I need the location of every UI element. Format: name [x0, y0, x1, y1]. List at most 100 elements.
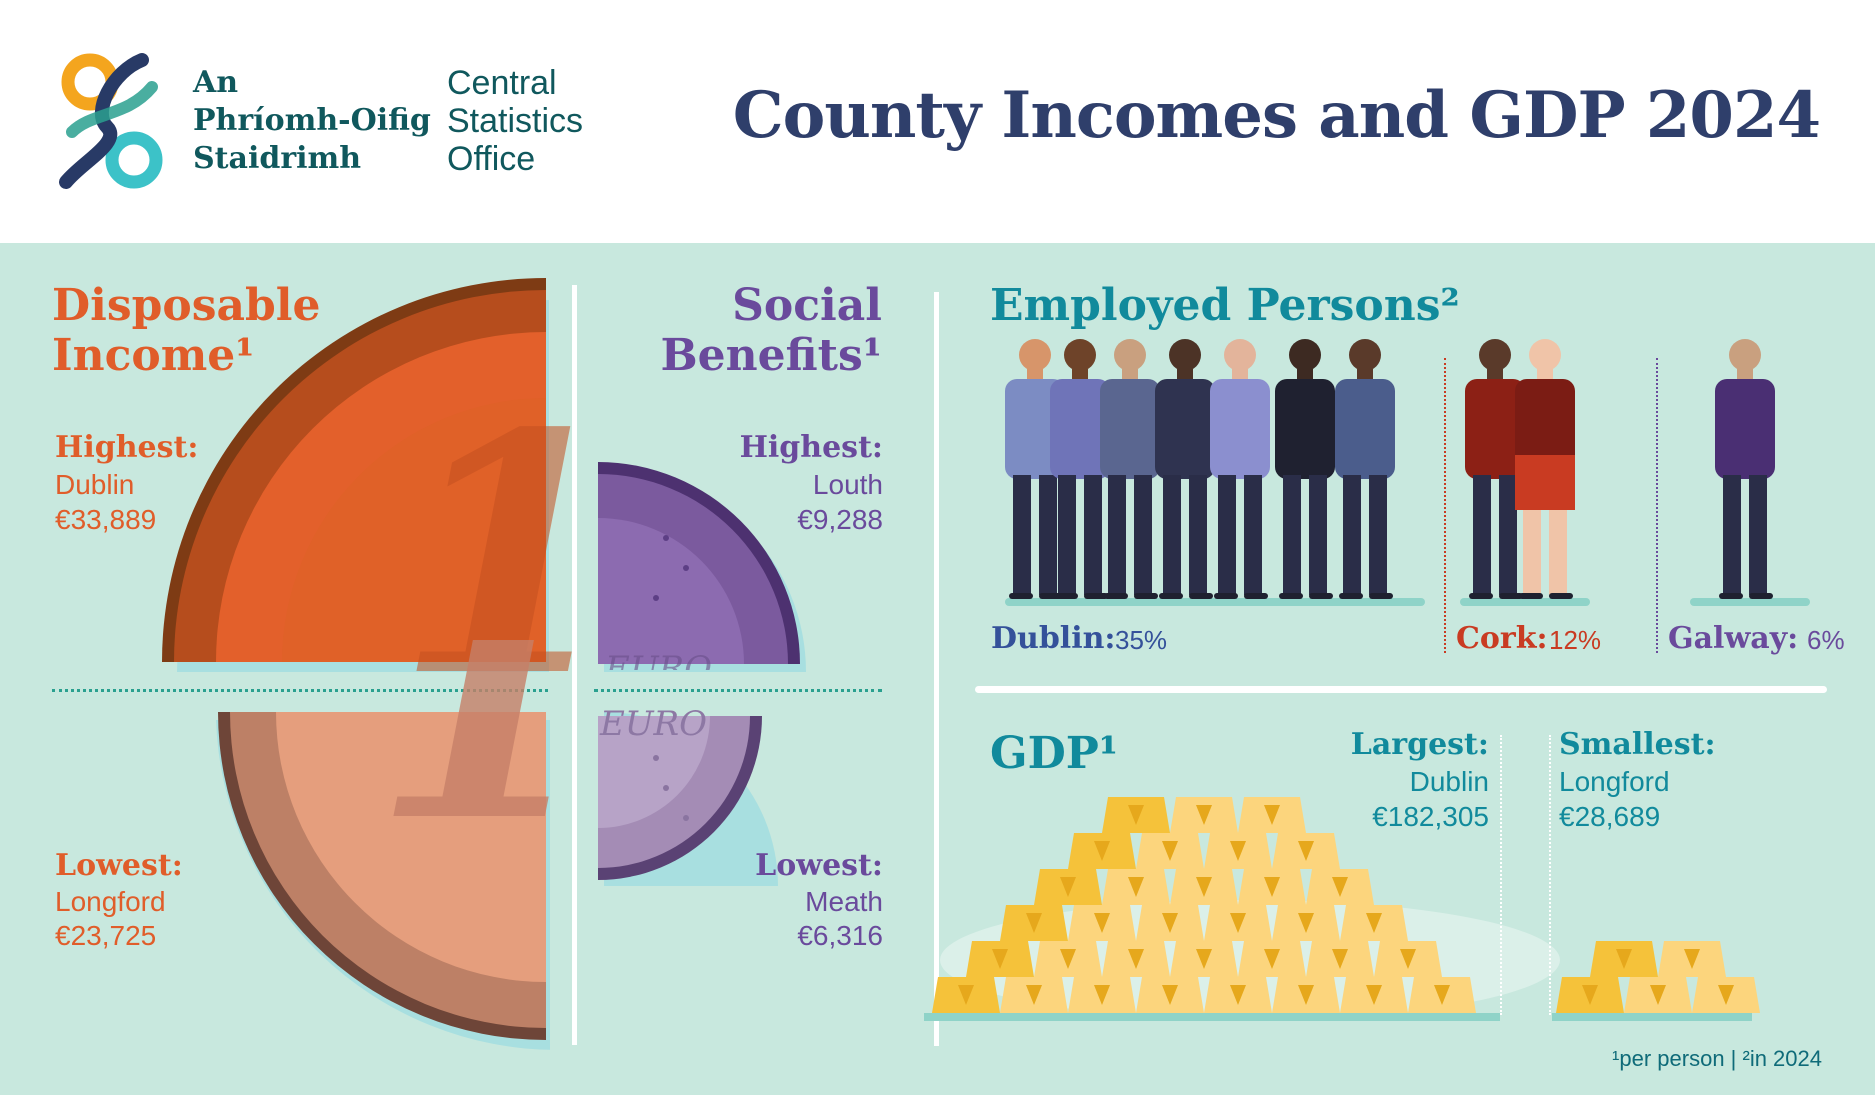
gold-bar	[1238, 797, 1306, 833]
coin-numeral-top: 1	[395, 361, 625, 749]
gdp-largest-value: €182,305	[1372, 801, 1489, 832]
gold-bar	[1658, 941, 1726, 977]
person-figure	[1050, 339, 1110, 599]
gold-bar	[1034, 869, 1102, 905]
gold-bar	[1170, 869, 1238, 905]
dotted-divider-benefits	[594, 689, 882, 692]
disposable-highest-county: Dublin	[55, 469, 135, 500]
dotted-divider-galway	[1656, 358, 1658, 653]
gold-bar	[1340, 977, 1408, 1013]
gold-bar	[966, 941, 1034, 977]
coin-euro-text-bottom: EURO	[600, 704, 707, 744]
gdp-title: GDP¹	[990, 728, 1119, 779]
gold-bar	[1204, 977, 1272, 1013]
gold-bar	[1272, 833, 1340, 869]
gold-bar	[1136, 905, 1204, 941]
employed-persons-title: Employed Persons²	[990, 280, 1460, 331]
gold-bar	[1034, 941, 1102, 977]
logo-irish-line: Phríomh-Oifig	[193, 103, 431, 138]
employed-galway-label: Galway:	[1668, 621, 1799, 656]
benefits-lowest-county: Meath	[805, 886, 883, 917]
employed-dublin-value: 35%	[1115, 625, 1168, 655]
benefits-lowest-value: €6,316	[797, 920, 883, 951]
cso-logo-icon	[59, 53, 163, 189]
logo-english-line: Office	[447, 140, 536, 178]
dotted-divider-cork	[1444, 358, 1446, 653]
person-figure	[1100, 339, 1160, 599]
gold-bar	[1204, 905, 1272, 941]
person-figure	[1275, 339, 1335, 599]
benefits-lowest-label: Lowest:	[755, 848, 883, 883]
benefits-highest-value: €9,288	[797, 504, 883, 535]
gold-bar	[1238, 869, 1306, 905]
disposable-income-title-line2: Income¹	[52, 330, 255, 381]
gold-bar	[1170, 941, 1238, 977]
gold-bar	[1170, 797, 1238, 833]
person-figure	[1210, 339, 1270, 599]
disposable-highest-value: €33,889	[55, 504, 157, 535]
divider-vertical-income	[572, 285, 577, 1045]
disposable-lowest-county: Longford	[55, 886, 166, 917]
people-figures-icon	[1005, 339, 1810, 606]
gold-bar	[1624, 977, 1692, 1013]
gold-bar	[1000, 905, 1068, 941]
gold-bar	[1306, 941, 1374, 977]
disposable-lowest-label: Lowest:	[55, 848, 183, 883]
divider-vertical-main	[934, 292, 939, 1046]
gold-bar	[1068, 905, 1136, 941]
gold-bar	[1068, 977, 1136, 1013]
gold-bar	[932, 977, 1000, 1013]
dotted-divider-gdp-small	[1549, 735, 1551, 1015]
gdp-largest-county: Dublin	[1409, 766, 1489, 797]
gold-bar	[1068, 833, 1136, 869]
disposable-income-title-line1: Disposable	[52, 280, 321, 331]
gold-bar	[1408, 977, 1476, 1013]
gold-bars-icon	[924, 797, 1760, 1021]
coin-disposable-income-icon	[162, 270, 560, 1050]
logo-irish-line: Staidrimh	[193, 141, 362, 176]
page-title: County Incomes and GDP 2024	[732, 78, 1821, 153]
logo-english-line: Central	[447, 64, 557, 102]
coin-euro-text-top: EURO	[605, 649, 712, 670]
gold-bar	[1102, 941, 1170, 977]
gdp-largest-label: Largest:	[1350, 727, 1489, 762]
dotted-divider-gdp	[1500, 735, 1502, 1015]
benefits-highest-label: Highest:	[739, 430, 883, 465]
gold-bar	[1136, 977, 1204, 1013]
header: An Phríomh-Oifig Staidrimh Central Stati…	[0, 0, 1875, 243]
gold-bar	[1692, 977, 1760, 1013]
person-figure	[1465, 339, 1525, 599]
employed-cork-value: 12%	[1549, 625, 1602, 655]
employed-galway-value: 6%	[1807, 625, 1845, 655]
social-benefits-title-line2: Benefits¹	[660, 330, 882, 381]
disposable-highest-label: Highest:	[55, 430, 199, 465]
gold-bar	[1590, 941, 1658, 977]
coin-social-benefits-icon	[598, 462, 806, 886]
gdp-smallest-county: Longford	[1559, 766, 1670, 797]
gold-bar	[1238, 941, 1306, 977]
disposable-lowest-value: €23,725	[55, 920, 157, 951]
gold-bar	[1340, 905, 1408, 941]
gold-bar	[1136, 833, 1204, 869]
person-figure	[1715, 339, 1775, 599]
footnote: ¹per person | ²in 2024	[1612, 1046, 1822, 1071]
social-benefits-title-line1: Social	[732, 280, 882, 331]
employed-cork-label: Cork:	[1456, 621, 1548, 656]
gold-bar	[1272, 905, 1340, 941]
coin-numeral-bottom: 1	[372, 640, 602, 850]
gold-bar	[1102, 869, 1170, 905]
person-figure	[1515, 339, 1575, 599]
logo-english-name: Central Statistics Office	[447, 64, 583, 178]
gdp-smallest-label: Smallest:	[1559, 727, 1716, 762]
gold-bar	[1000, 977, 1068, 1013]
gold-bar	[1102, 797, 1170, 833]
employed-dublin-label: Dublin:	[991, 621, 1116, 656]
gold-bar	[1374, 941, 1442, 977]
gold-bar	[1272, 977, 1340, 1013]
person-figure	[1155, 339, 1215, 599]
logo-irish-name: An Phríomh-Oifig Staidrimh	[193, 64, 431, 178]
gdp-smallest-value: €28,689	[1559, 801, 1661, 832]
logo-irish-line: An	[193, 65, 239, 100]
person-figure	[1335, 339, 1395, 599]
divider-horizontal-right	[975, 686, 1827, 693]
